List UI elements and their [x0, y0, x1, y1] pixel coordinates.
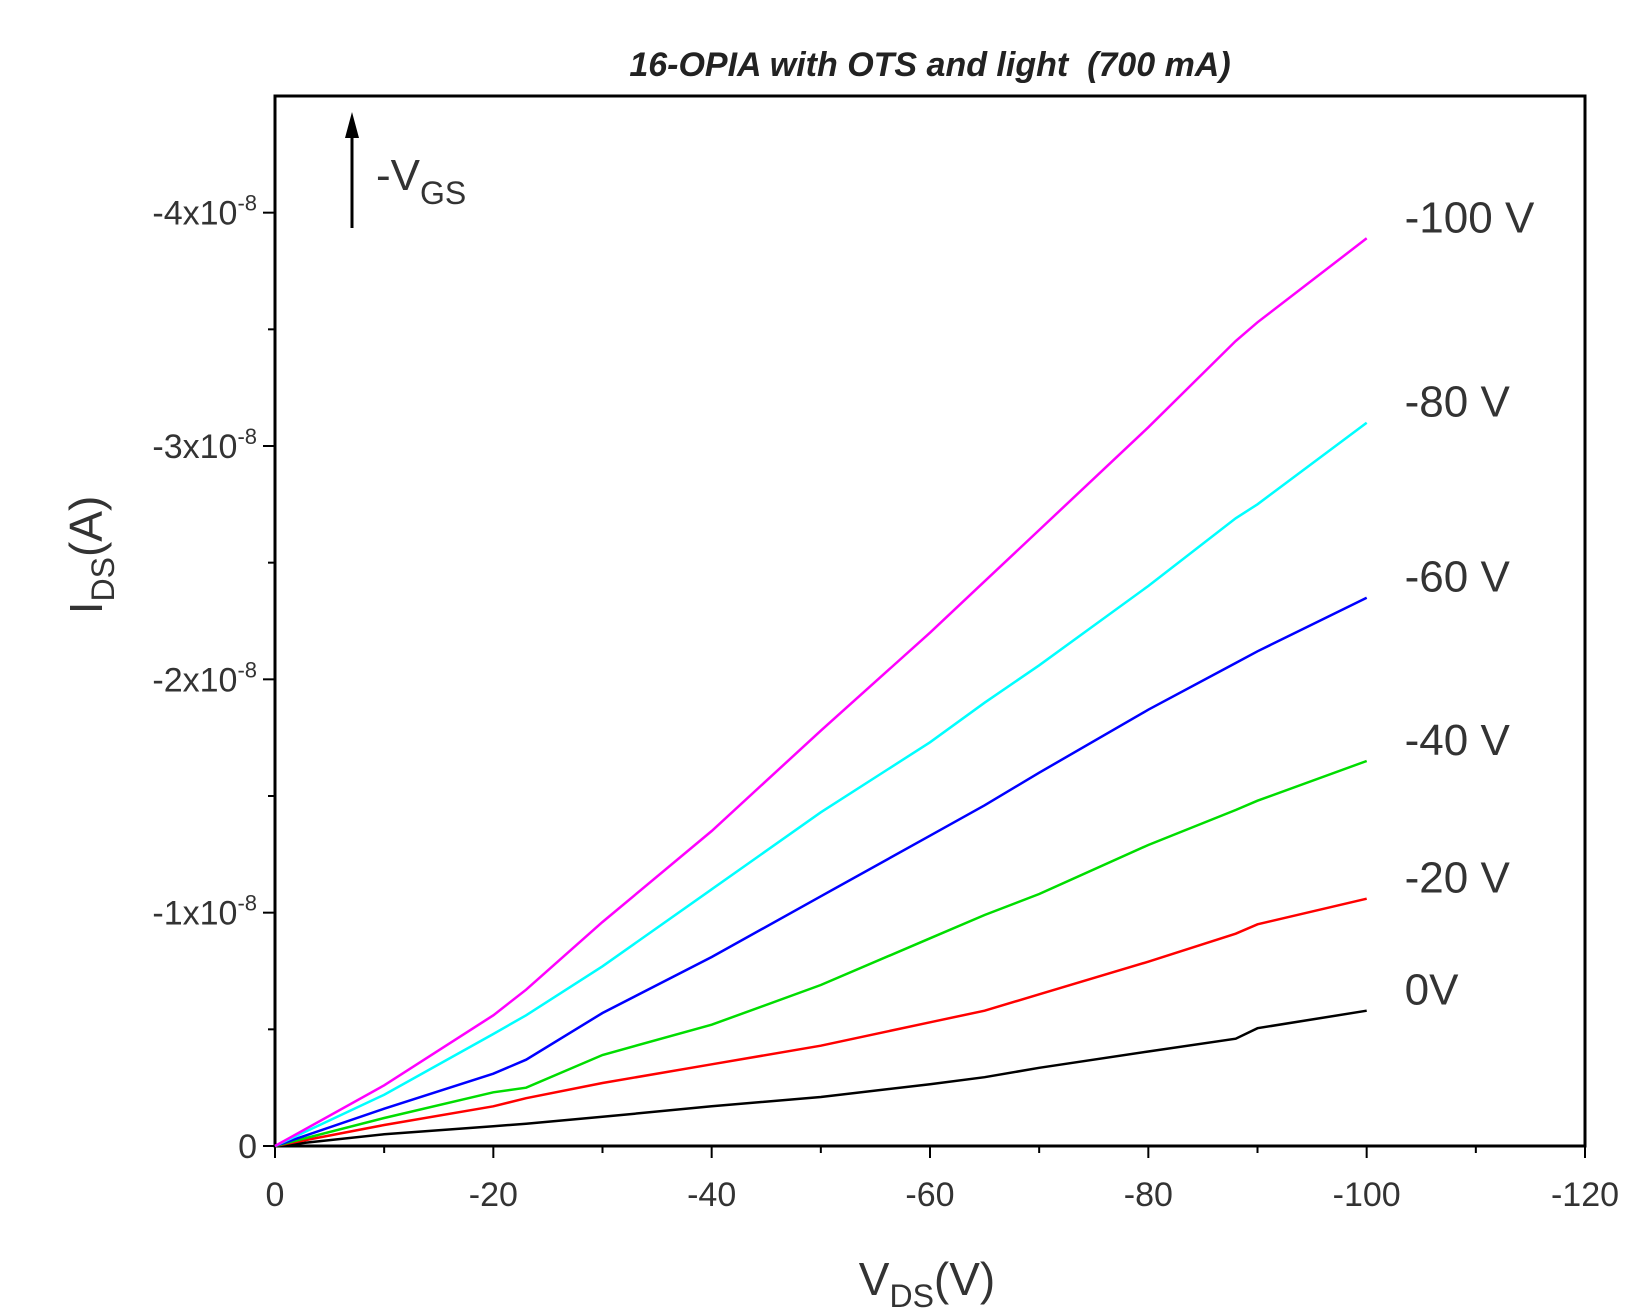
y-tick-exponent: -8 — [237, 191, 257, 216]
x-tick-label: 0 — [266, 1176, 285, 1214]
y-tick-mantissa: -1x10 — [152, 895, 237, 933]
x-axis-title-main: V — [859, 1253, 890, 1305]
x-tick-label: -20 — [469, 1176, 518, 1214]
x-axis-title: VDS(V) — [859, 1253, 995, 1311]
series-label: -60 V — [1405, 553, 1511, 602]
y-tick-mantissa: -4x10 — [152, 195, 237, 233]
vgs-annotation-label: -VGS — [376, 151, 466, 211]
series-label: -20 V — [1405, 854, 1511, 903]
y-axis-title-sub: DS — [85, 557, 121, 601]
series-line — [274, 1009, 1367, 1148]
x-tick-label: -120 — [1551, 1176, 1619, 1214]
x-tick-label: -40 — [687, 1176, 736, 1214]
vgs-annotation-main: -V — [376, 151, 421, 200]
series-labels: 0V -20 V -40 V -60 V -80 V -100 V — [1405, 193, 1535, 1014]
y-tick-label: -3x10-8 — [152, 424, 257, 466]
y-axis-ticks: 0-1x10-8-2x10-8-3x10-8-4x10-8 — [152, 191, 275, 1166]
series-label: -40 V — [1405, 716, 1511, 765]
y-axis-title-main: I — [60, 602, 112, 615]
y-axis-title: IDS(A) — [60, 496, 121, 615]
x-axis-title-sub: DS — [889, 1278, 933, 1311]
y-tick-mantissa: -3x10 — [152, 428, 237, 466]
vgs-arrow-annotation: -VGS — [345, 112, 466, 228]
y-tick-mantissa: 0 — [238, 1128, 257, 1166]
x-axis-title-unit: (V) — [934, 1253, 995, 1305]
y-tick-exponent: -8 — [237, 424, 257, 449]
series-label: -100 V — [1405, 193, 1535, 242]
series-line — [274, 596, 1368, 1148]
vgs-annotation-sub: GS — [420, 175, 466, 211]
y-tick-exponent: -8 — [237, 657, 257, 682]
y-tick-label: -1x10-8 — [152, 891, 257, 933]
vgs-arrow-head — [345, 112, 359, 138]
x-tick-label: -100 — [1333, 1176, 1401, 1214]
x-axis-ticks: 0 -20 -40 -60 -80 -100 -120 — [266, 1146, 1619, 1214]
series-line — [274, 759, 1368, 1148]
y-axis-title-unit: (A) — [60, 496, 112, 557]
series-line — [274, 421, 1368, 1148]
series-line — [274, 237, 1368, 1148]
y-tick-label: 0 — [238, 1128, 257, 1166]
x-tick-label: -80 — [1124, 1176, 1173, 1214]
series-label: 0V — [1405, 966, 1459, 1015]
series-label: -80 V — [1405, 378, 1511, 427]
chart-title: 16-OPIA with OTS and light (700 mA) — [629, 46, 1230, 84]
x-tick-label: -60 — [905, 1176, 954, 1214]
y-tick-label: -2x10-8 — [152, 657, 257, 699]
plot-frame — [273, 94, 1587, 1148]
series-line — [274, 897, 1367, 1148]
y-tick-exponent: -8 — [237, 891, 257, 916]
y-tick-label: -4x10-8 — [152, 191, 257, 233]
series-lines — [274, 237, 1368, 1148]
y-tick-mantissa: -2x10 — [152, 661, 237, 699]
